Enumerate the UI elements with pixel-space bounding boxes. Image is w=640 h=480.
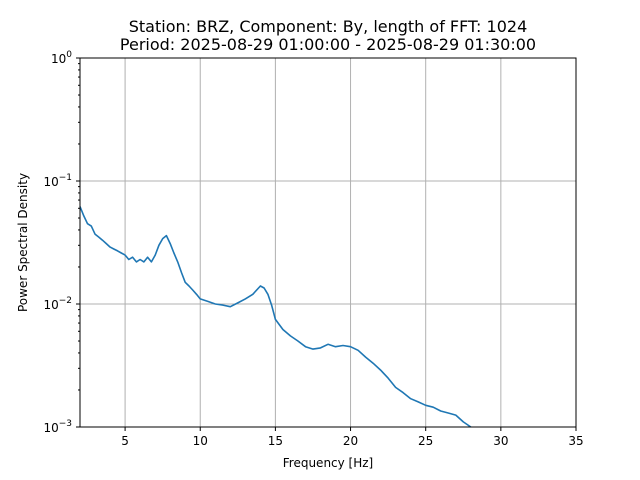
y-axis-label: Power Spectral Density <box>16 173 30 312</box>
grid <box>80 57 577 428</box>
axis-ticks: 5 10 15 20 25 30 35 10−3 10−2 10−1 100 <box>43 50 583 448</box>
y-tick-label: 10−3 <box>43 419 72 435</box>
series-layer <box>79 206 472 428</box>
x-tick-label: 35 <box>568 434 583 448</box>
x-tick-label: 20 <box>343 434 358 448</box>
x-tick-label: 5 <box>121 434 129 448</box>
x-axis-label: Frequency [Hz] <box>283 456 374 470</box>
x-tick-label: 10 <box>193 434 208 448</box>
chart-title-line-1: Station: BRZ, Component: By, length of F… <box>129 17 528 36</box>
x-tick-label: 25 <box>418 434 433 448</box>
y-tick-label: 100 <box>51 50 72 66</box>
y-tick-label: 10−2 <box>43 296 72 312</box>
y-tick-label: 10−1 <box>43 173 72 189</box>
chart-title-line-2: Period: 2025-08-29 01:00:00 - 2025-08-29… <box>120 35 536 54</box>
x-tick-label: 15 <box>268 434 283 448</box>
x-tick-label: 30 <box>493 434 508 448</box>
psd-series-line <box>79 206 472 428</box>
plot-frame <box>79 57 577 428</box>
